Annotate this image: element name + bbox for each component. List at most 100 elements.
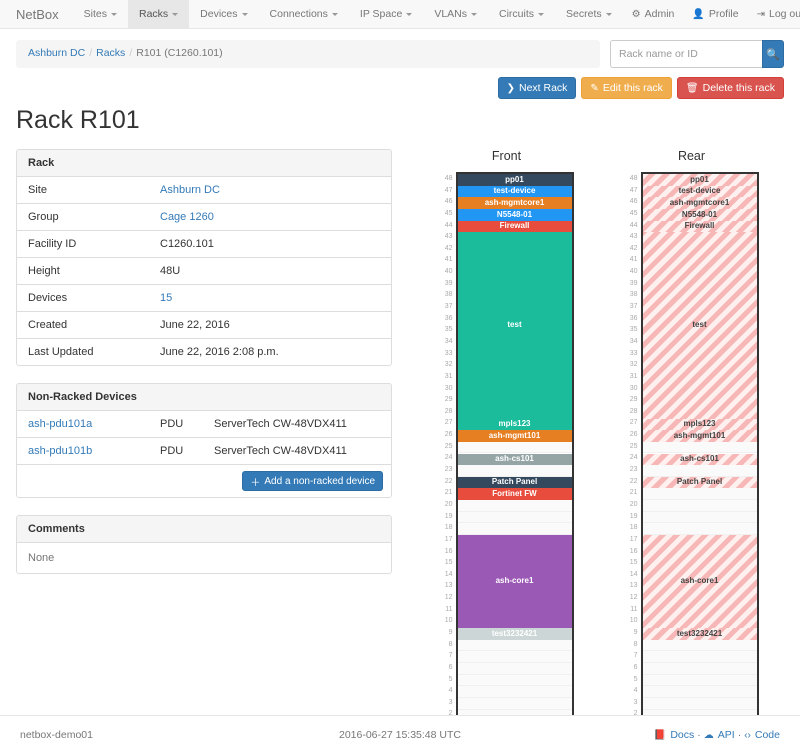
rack-unit-slot[interactable] bbox=[642, 500, 757, 512]
rack-device[interactable]: test-device bbox=[457, 185, 572, 198]
rack-unit-slot[interactable] bbox=[642, 465, 757, 477]
rack-unit-slot[interactable] bbox=[642, 639, 757, 652]
edit-this-rack-button[interactable]: ✎ Edit this rack bbox=[581, 77, 672, 99]
rack-unit-slot[interactable] bbox=[457, 686, 572, 699]
rack-device[interactable]: test3232421 bbox=[642, 628, 757, 640]
nav-item-circuits[interactable]: Circuits bbox=[488, 0, 555, 28]
rack-unit-number: 24 bbox=[629, 454, 638, 462]
rack-unit-slot[interactable] bbox=[642, 663, 757, 675]
rack-device[interactable]: ash-mgmt101 bbox=[642, 430, 757, 442]
page-footer: netbox-demo01 2016-06-27 15:35:48 UTC 📕 D… bbox=[0, 715, 800, 753]
rack-field-value[interactable]: 15 bbox=[149, 284, 391, 312]
rack-device[interactable]: N5548-01 bbox=[457, 208, 572, 221]
rack-unit-slot[interactable] bbox=[642, 686, 757, 699]
rack-device[interactable]: ash-mgmt101 bbox=[457, 430, 572, 442]
nav-item-racks[interactable]: Racks bbox=[127, 0, 190, 28]
rack-unit-number: 28 bbox=[444, 407, 453, 415]
rack-device[interactable]: Patch Panel bbox=[457, 476, 572, 489]
breadcrumb-racks[interactable]: Racks bbox=[96, 47, 126, 59]
rack-device[interactable]: test-device bbox=[642, 185, 757, 198]
rack-device[interactable]: pp01 bbox=[457, 174, 572, 186]
nav-item-sites[interactable]: Sites bbox=[73, 0, 128, 28]
rack-device[interactable]: test3232421 bbox=[457, 628, 572, 640]
brand-logo[interactable]: NetBox bbox=[16, 6, 59, 22]
rack-device[interactable]: Firewall bbox=[642, 220, 757, 233]
rack-field-value[interactable]: Cage 1260 bbox=[149, 203, 391, 231]
rack-device-label: test-device bbox=[678, 186, 721, 196]
rack-unit-slot[interactable] bbox=[457, 663, 572, 675]
rack-unit-slot[interactable] bbox=[457, 441, 572, 454]
rack-device[interactable]: ash-cs101 bbox=[457, 453, 572, 466]
rack-unit-slot[interactable] bbox=[642, 488, 757, 501]
rack-unit-number: 25 bbox=[444, 442, 453, 450]
rack-device[interactable]: ash-core1 bbox=[642, 535, 757, 629]
rack-field-link[interactable]: Ashburn DC bbox=[160, 184, 220, 196]
rack-unit-number: 11 bbox=[445, 605, 453, 613]
rack-unit-number: 10 bbox=[629, 617, 638, 625]
rack-field-value[interactable]: Ashburn DC bbox=[149, 177, 391, 204]
rack-unit-slot[interactable] bbox=[642, 698, 757, 710]
next-rack-button[interactable]: ❯ Next Rack bbox=[497, 77, 577, 99]
rack-device[interactable]: ash-mgmtcore1 bbox=[457, 197, 572, 209]
footer-link-label: Code bbox=[754, 728, 780, 741]
delete-this-rack-button[interactable]: 🗑 Delete this rack bbox=[676, 77, 784, 99]
non-racked-device-link[interactable]: ash-pdu101a bbox=[28, 418, 93, 430]
rack-unit-slot[interactable] bbox=[457, 674, 572, 687]
non-racked-device-name[interactable]: ash-pdu101a bbox=[17, 411, 149, 438]
rack-unit-number: 8 bbox=[448, 640, 453, 648]
non-racked-footer: ＋ Add a non-racked device bbox=[17, 464, 391, 497]
rack-unit-slot[interactable] bbox=[457, 500, 572, 512]
rack-unit-slot[interactable] bbox=[642, 441, 757, 454]
rack-unit-slot[interactable] bbox=[642, 511, 757, 524]
rack-device[interactable]: ash-mgmtcore1 bbox=[642, 197, 757, 209]
nav-log-out[interactable]: ⇥Log out bbox=[748, 0, 800, 28]
nav-item-connections[interactable]: Connections bbox=[259, 0, 349, 28]
rack-device[interactable]: pp01 bbox=[642, 174, 757, 186]
rack-unit-number: 34 bbox=[444, 337, 453, 345]
rack-unit-slot[interactable] bbox=[457, 639, 572, 652]
rack-field-link[interactable]: 15 bbox=[160, 292, 173, 304]
footer-link-api[interactable]: ☁ API bbox=[704, 729, 735, 741]
rack-device[interactable]: mpls123 bbox=[642, 418, 757, 431]
rack-unit-number: 38 bbox=[629, 291, 638, 299]
footer-link-docs[interactable]: 📕 Docs bbox=[654, 729, 694, 741]
rack-device-label: N5548-01 bbox=[681, 209, 718, 219]
rack-unit-slot[interactable] bbox=[457, 465, 572, 477]
rack-device[interactable]: ash-cs101 bbox=[642, 453, 757, 466]
rack-field-label: Devices bbox=[17, 284, 149, 312]
rack-device[interactable]: test bbox=[642, 232, 757, 419]
rack-unit-number: 21 bbox=[444, 489, 453, 497]
rack-panel-heading: Rack bbox=[17, 150, 391, 177]
nav-item-devices[interactable]: Devices bbox=[189, 0, 258, 28]
search-input[interactable] bbox=[610, 40, 762, 68]
rack-unit-number: 40 bbox=[629, 268, 638, 276]
non-racked-device-link[interactable]: ash-pdu101b bbox=[28, 445, 93, 457]
rack-device[interactable]: N5548-01 bbox=[642, 208, 757, 221]
breadcrumb-site[interactable]: Ashburn DC bbox=[28, 47, 86, 59]
non-racked-device-name[interactable]: ash-pdu101b bbox=[17, 437, 149, 464]
rack-unit-slot[interactable] bbox=[457, 698, 572, 710]
rack-unit-slot[interactable] bbox=[457, 523, 572, 536]
rack-device[interactable]: mpls123 bbox=[457, 418, 572, 431]
rack-unit-slot[interactable] bbox=[642, 651, 757, 664]
rack-field-link[interactable]: Cage 1260 bbox=[160, 211, 214, 223]
rack-unit-slot[interactable] bbox=[642, 523, 757, 536]
rack-device[interactable]: test bbox=[457, 232, 572, 419]
search-button[interactable]: 🔍 bbox=[762, 40, 784, 68]
rack-device-label: ash-mgmtcore1 bbox=[669, 197, 730, 207]
nav-item-vlans[interactable]: VLANs bbox=[423, 0, 488, 28]
nav-profile[interactable]: 👤 Profile bbox=[683, 0, 747, 28]
add-non-racked-device-button[interactable]: ＋ Add a non-racked device bbox=[242, 471, 383, 491]
nav-admin[interactable]: ⚙ Admin bbox=[623, 0, 684, 28]
rack-unit-slot[interactable] bbox=[457, 651, 572, 664]
nav-item-secrets[interactable]: Secrets bbox=[555, 0, 623, 28]
nav-item-ip-space[interactable]: IP Space bbox=[349, 0, 423, 28]
rack-device[interactable]: Patch Panel bbox=[642, 476, 757, 489]
footer-link-code[interactable]: ‹› Code bbox=[744, 729, 780, 741]
rack-unit-slot[interactable] bbox=[457, 511, 572, 524]
rack-device[interactable]: ash-core1 bbox=[457, 535, 572, 629]
rack-device[interactable]: Firewall bbox=[457, 220, 572, 233]
rack-unit-slot[interactable] bbox=[642, 674, 757, 687]
rack-unit-number: 31 bbox=[629, 372, 638, 380]
rack-device[interactable]: Fortinet FW bbox=[457, 488, 572, 501]
